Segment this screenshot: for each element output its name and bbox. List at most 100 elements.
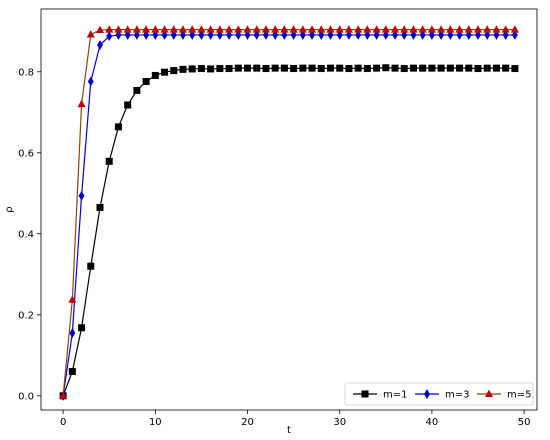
marker-triangle xyxy=(105,25,114,33)
x-tick-label: 20 xyxy=(241,417,254,428)
marker-triangle xyxy=(326,25,335,33)
marker-square xyxy=(78,324,86,332)
marker-square xyxy=(234,64,242,72)
marker-triangle xyxy=(483,25,492,33)
marker-triangle xyxy=(68,295,77,303)
marker-square xyxy=(474,65,482,73)
marker-diamond xyxy=(502,30,509,40)
marker-square xyxy=(280,64,288,72)
marker-square xyxy=(363,65,371,73)
marker-square xyxy=(290,65,298,73)
series-m=1 xyxy=(59,64,519,400)
marker-triangle xyxy=(225,25,234,33)
marker-square xyxy=(483,64,491,72)
marker-triangle xyxy=(473,25,483,33)
marker-triangle xyxy=(252,25,261,33)
marker-triangle xyxy=(123,25,132,33)
legend-item-m=5: m=5 xyxy=(477,390,531,401)
legend-label: m=1 xyxy=(383,390,407,401)
marker-triangle xyxy=(427,25,436,33)
x-tick-label: 50 xyxy=(518,417,531,428)
marker-diamond xyxy=(69,328,76,338)
marker-triangle xyxy=(289,25,298,33)
marker-triangle xyxy=(261,25,270,33)
marker-square xyxy=(336,64,344,72)
marker-diamond xyxy=(373,30,380,40)
marker-triangle xyxy=(510,25,519,33)
marker-square xyxy=(124,101,132,109)
legend-label: m=5 xyxy=(507,390,531,401)
marker-diamond xyxy=(428,30,435,40)
marker-square xyxy=(373,64,381,72)
y-tick-label: 0.8 xyxy=(18,67,34,78)
marker-square xyxy=(492,64,500,72)
marker-square xyxy=(446,64,454,72)
marker-square xyxy=(326,64,334,72)
marker-triangle xyxy=(390,25,400,33)
marker-triangle xyxy=(86,30,95,38)
marker-square xyxy=(391,64,399,72)
marker-triangle xyxy=(59,391,68,399)
y-tick-label: 0.0 xyxy=(18,391,34,402)
marker-square xyxy=(361,390,369,398)
marker-square xyxy=(197,65,205,73)
x-tick-label: 30 xyxy=(333,417,346,428)
marker-diamond xyxy=(78,190,85,201)
marker-triangle xyxy=(335,25,344,33)
marker-triangle xyxy=(77,99,86,108)
series-m=5 xyxy=(59,25,519,399)
marker-diamond xyxy=(392,30,398,40)
marker-diamond xyxy=(465,30,472,40)
y-tick-label: 0.6 xyxy=(18,148,34,159)
marker-triangle xyxy=(132,25,141,33)
marker-square xyxy=(207,65,215,73)
axes-frame xyxy=(40,8,538,411)
marker-triangle xyxy=(484,389,494,397)
marker-square xyxy=(345,65,353,73)
marker-diamond xyxy=(87,76,94,87)
marker-square xyxy=(409,64,417,72)
x-tick-label: 10 xyxy=(149,417,162,428)
marker-square xyxy=(400,65,408,73)
y-tick-label: 0.4 xyxy=(18,229,34,240)
marker-square xyxy=(188,65,196,73)
marker-square xyxy=(271,64,279,72)
marker-triangle xyxy=(317,25,326,33)
marker-triangle xyxy=(363,25,372,33)
marker-triangle xyxy=(197,25,206,33)
marker-triangle xyxy=(243,25,252,33)
marker-triangle xyxy=(446,25,455,33)
marker-triangle xyxy=(151,25,160,33)
y-axis-label: ρ xyxy=(4,206,15,212)
marker-square xyxy=(114,123,122,131)
x-axis-label: t xyxy=(287,425,291,436)
marker-square xyxy=(216,65,224,73)
marker-square xyxy=(253,64,261,72)
marker-triangle xyxy=(206,25,215,33)
marker-square xyxy=(105,157,113,165)
x-tick-label: 0 xyxy=(60,417,66,428)
marker-square xyxy=(511,65,519,73)
marker-triangle xyxy=(409,25,418,33)
marker-triangle xyxy=(372,25,381,33)
plot-area xyxy=(59,25,519,401)
axis-ticks: 0 10 20 30 40 50 0.0 0.2 0.4 0.6 0.8 xyxy=(18,67,530,428)
marker-square xyxy=(437,64,445,72)
marker-triangle xyxy=(178,25,188,33)
marker-triangle xyxy=(169,25,178,33)
marker-triangle xyxy=(188,25,197,33)
marker-triangle xyxy=(234,25,243,33)
marker-square xyxy=(299,64,307,72)
marker-triangle xyxy=(344,25,353,33)
marker-square xyxy=(225,65,233,73)
marker-square xyxy=(244,64,252,72)
x-tick-label: 40 xyxy=(426,417,439,428)
marker-square xyxy=(96,203,104,211)
marker-square xyxy=(68,368,76,376)
marker-triangle xyxy=(455,25,464,33)
marker-square xyxy=(382,64,390,72)
legend-label: m=3 xyxy=(445,390,469,401)
marker-diamond xyxy=(424,389,430,399)
marker-square xyxy=(87,262,95,270)
